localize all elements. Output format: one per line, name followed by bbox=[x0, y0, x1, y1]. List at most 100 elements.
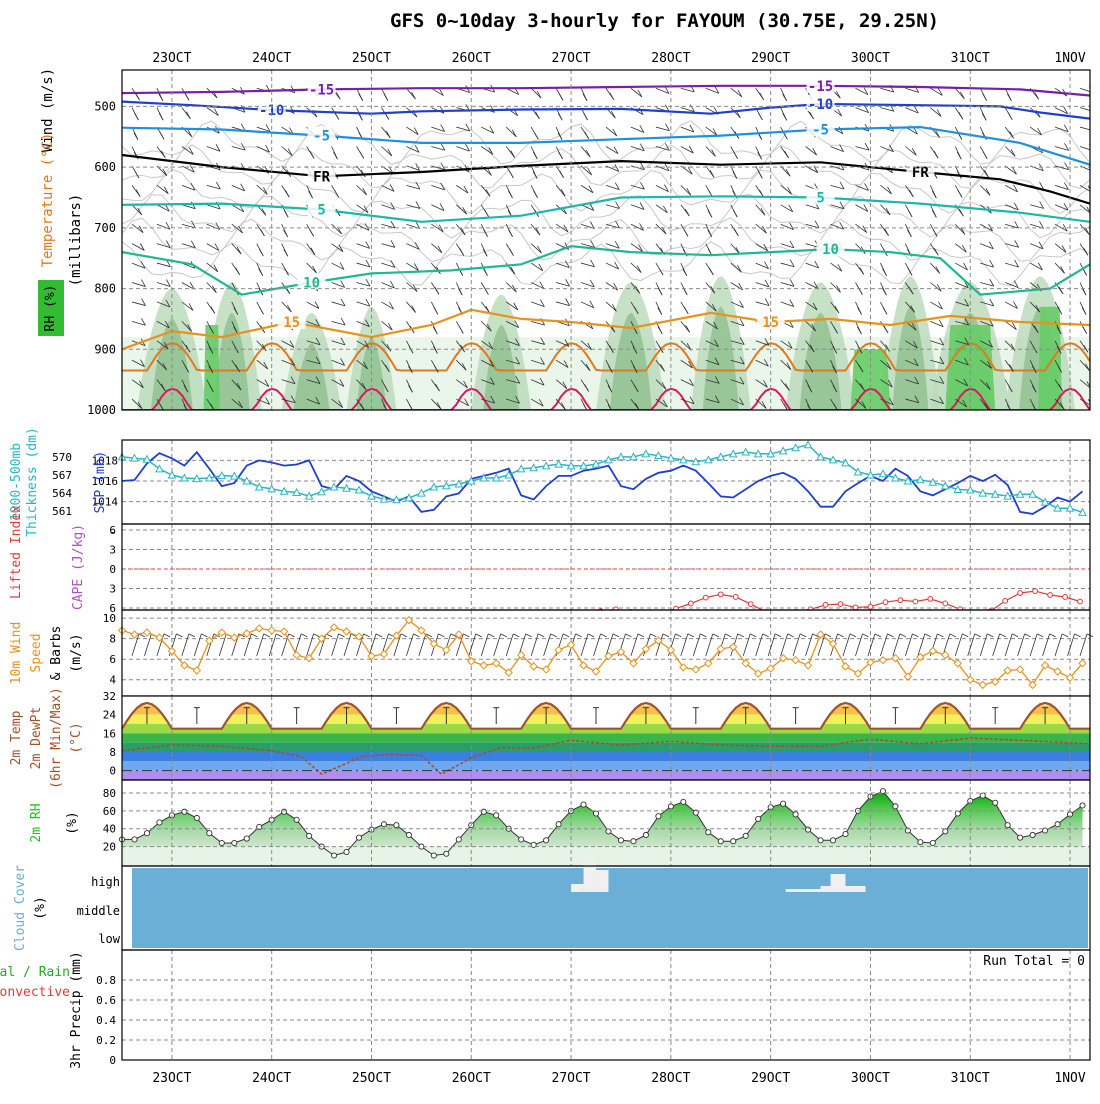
rh-point bbox=[1054, 821, 1061, 828]
upper-wind-barb-flag bbox=[960, 227, 966, 235]
surface-wind-barb bbox=[805, 633, 813, 656]
upper-wind-barb bbox=[1029, 262, 1043, 271]
upper-wind-barb-flag bbox=[984, 403, 990, 410]
upper-wind-barb bbox=[131, 301, 146, 306]
upper-wind-barb bbox=[256, 379, 270, 387]
thickness-point bbox=[679, 455, 688, 464]
upper-wind-barb-flag bbox=[683, 229, 689, 237]
upper-wind-barb-flag bbox=[1056, 326, 1062, 335]
upper-wind-barb bbox=[855, 204, 868, 212]
upper-wind-barb-flag bbox=[483, 268, 488, 276]
upper-wind-barb bbox=[680, 359, 693, 369]
upper-wind-barb-flag bbox=[1064, 162, 1069, 170]
surface-wind-barb-flag bbox=[575, 633, 582, 638]
rh-point bbox=[480, 808, 487, 815]
upper-wind-barb-flag bbox=[558, 93, 564, 101]
cloud-level-label: low bbox=[98, 932, 120, 946]
upper-wind-barb-flag bbox=[415, 181, 421, 190]
contour-label-bg bbox=[307, 167, 336, 184]
upper-wind-barb bbox=[381, 243, 396, 248]
thickness-point bbox=[342, 483, 351, 492]
upper-wind-barb-flag bbox=[585, 149, 591, 158]
surface-wind-barb bbox=[767, 633, 776, 656]
upper-wind-barb bbox=[131, 262, 146, 269]
upper-wind-barb bbox=[755, 223, 767, 234]
upper-wind-barb bbox=[506, 320, 519, 328]
upper-wind-barb-flag bbox=[984, 170, 989, 178]
upper-wind-barb bbox=[505, 301, 518, 311]
upper-wind-barb-flag bbox=[236, 382, 242, 391]
thickness-point bbox=[392, 495, 401, 504]
upper-wind-barb-flag bbox=[484, 209, 489, 217]
upper-wind-barb-flag bbox=[364, 223, 370, 231]
upper-wind-barb bbox=[755, 340, 770, 346]
upper-wind-barb bbox=[555, 359, 569, 368]
upper-wind-barb-flag bbox=[433, 365, 439, 373]
upper-wind-barb-flag bbox=[632, 346, 638, 354]
upper-wind-barb-flag bbox=[812, 147, 818, 156]
thickness-point bbox=[1015, 489, 1025, 498]
surface-wind-barb bbox=[680, 633, 689, 656]
upper-wind-barb-flag bbox=[215, 181, 221, 190]
upper-wind-barb-flag bbox=[939, 396, 944, 404]
precip-total-label: Total / Rain bbox=[0, 965, 70, 980]
upper-wind-barb bbox=[830, 146, 844, 152]
thickness-point bbox=[604, 455, 613, 464]
upper-wind-barb bbox=[980, 262, 994, 268]
upper-wind-barb bbox=[780, 301, 794, 307]
upper-wind-barb-flag bbox=[785, 383, 790, 391]
surface-wind-barb-flag bbox=[1061, 633, 1069, 638]
surface-wind-barb bbox=[605, 633, 614, 656]
upper-wind-barb bbox=[306, 379, 321, 385]
wind-tick-label: 10 bbox=[103, 612, 116, 625]
upper-wind-barb-flag bbox=[484, 287, 489, 295]
upper-wind-barb bbox=[730, 379, 745, 385]
cloud-high-bar bbox=[571, 884, 584, 892]
surface-wind-barb bbox=[967, 633, 976, 656]
upper-wind-barb-flag bbox=[164, 204, 170, 212]
upper-wind-barb bbox=[306, 340, 321, 346]
upper-wind-barb-flag bbox=[359, 151, 365, 159]
upper-wind-barb-flag bbox=[711, 149, 716, 157]
lifted-index-point bbox=[882, 599, 889, 606]
upper-wind-barb bbox=[131, 398, 143, 410]
upper-wind-barb bbox=[181, 243, 196, 249]
upper-wind-barb bbox=[780, 282, 795, 287]
surface-wind-barb bbox=[954, 633, 963, 656]
thickness-point bbox=[940, 481, 950, 490]
upper-wind-barb bbox=[331, 359, 345, 366]
upper-wind-barb bbox=[431, 146, 445, 151]
thickness-point bbox=[1003, 491, 1013, 500]
upper-wind-barb-flag bbox=[633, 306, 639, 315]
wind-speed-point bbox=[566, 640, 576, 650]
upper-wind-barb bbox=[231, 146, 246, 151]
upper-wind-barb-flag bbox=[240, 123, 246, 132]
upper-wind-barb-flag bbox=[711, 304, 717, 312]
bottom-date-tick-label: 28OCT bbox=[651, 1071, 690, 1086]
upper-wind-barb bbox=[954, 87, 965, 100]
upper-wind-barb-flag bbox=[887, 379, 893, 388]
upper-wind-barb bbox=[705, 321, 718, 330]
surface-wind-barb-flag bbox=[300, 633, 308, 638]
wind-speed-point bbox=[304, 653, 314, 663]
rh-point bbox=[1079, 802, 1086, 809]
upper-wind-barb bbox=[630, 126, 645, 133]
upper-wind-barb bbox=[630, 223, 644, 231]
upper-wind-barb-flag bbox=[540, 357, 545, 365]
upper-wind-barb-flag bbox=[340, 337, 346, 346]
upper-wind-barb-flag bbox=[387, 148, 393, 157]
upper-wind-barb bbox=[281, 359, 295, 366]
upper-wind-barb bbox=[580, 262, 595, 268]
pressure-tick-label: 700 bbox=[94, 221, 116, 235]
surface-wind-barb-flag bbox=[463, 633, 470, 638]
wind-speed-point bbox=[404, 615, 414, 625]
upper-wind-barb-flag bbox=[1085, 363, 1090, 371]
surface-wind-barb-flag bbox=[999, 633, 1006, 638]
upper-wind-barb-flag bbox=[515, 338, 520, 346]
upper-wind-barb bbox=[181, 204, 196, 210]
surface-wind-barb-flag bbox=[600, 633, 607, 638]
upper-wind-barb-flag bbox=[361, 382, 367, 391]
upper-wind-barb-flag bbox=[882, 307, 888, 315]
upper-wind-barb-flag bbox=[540, 299, 545, 307]
